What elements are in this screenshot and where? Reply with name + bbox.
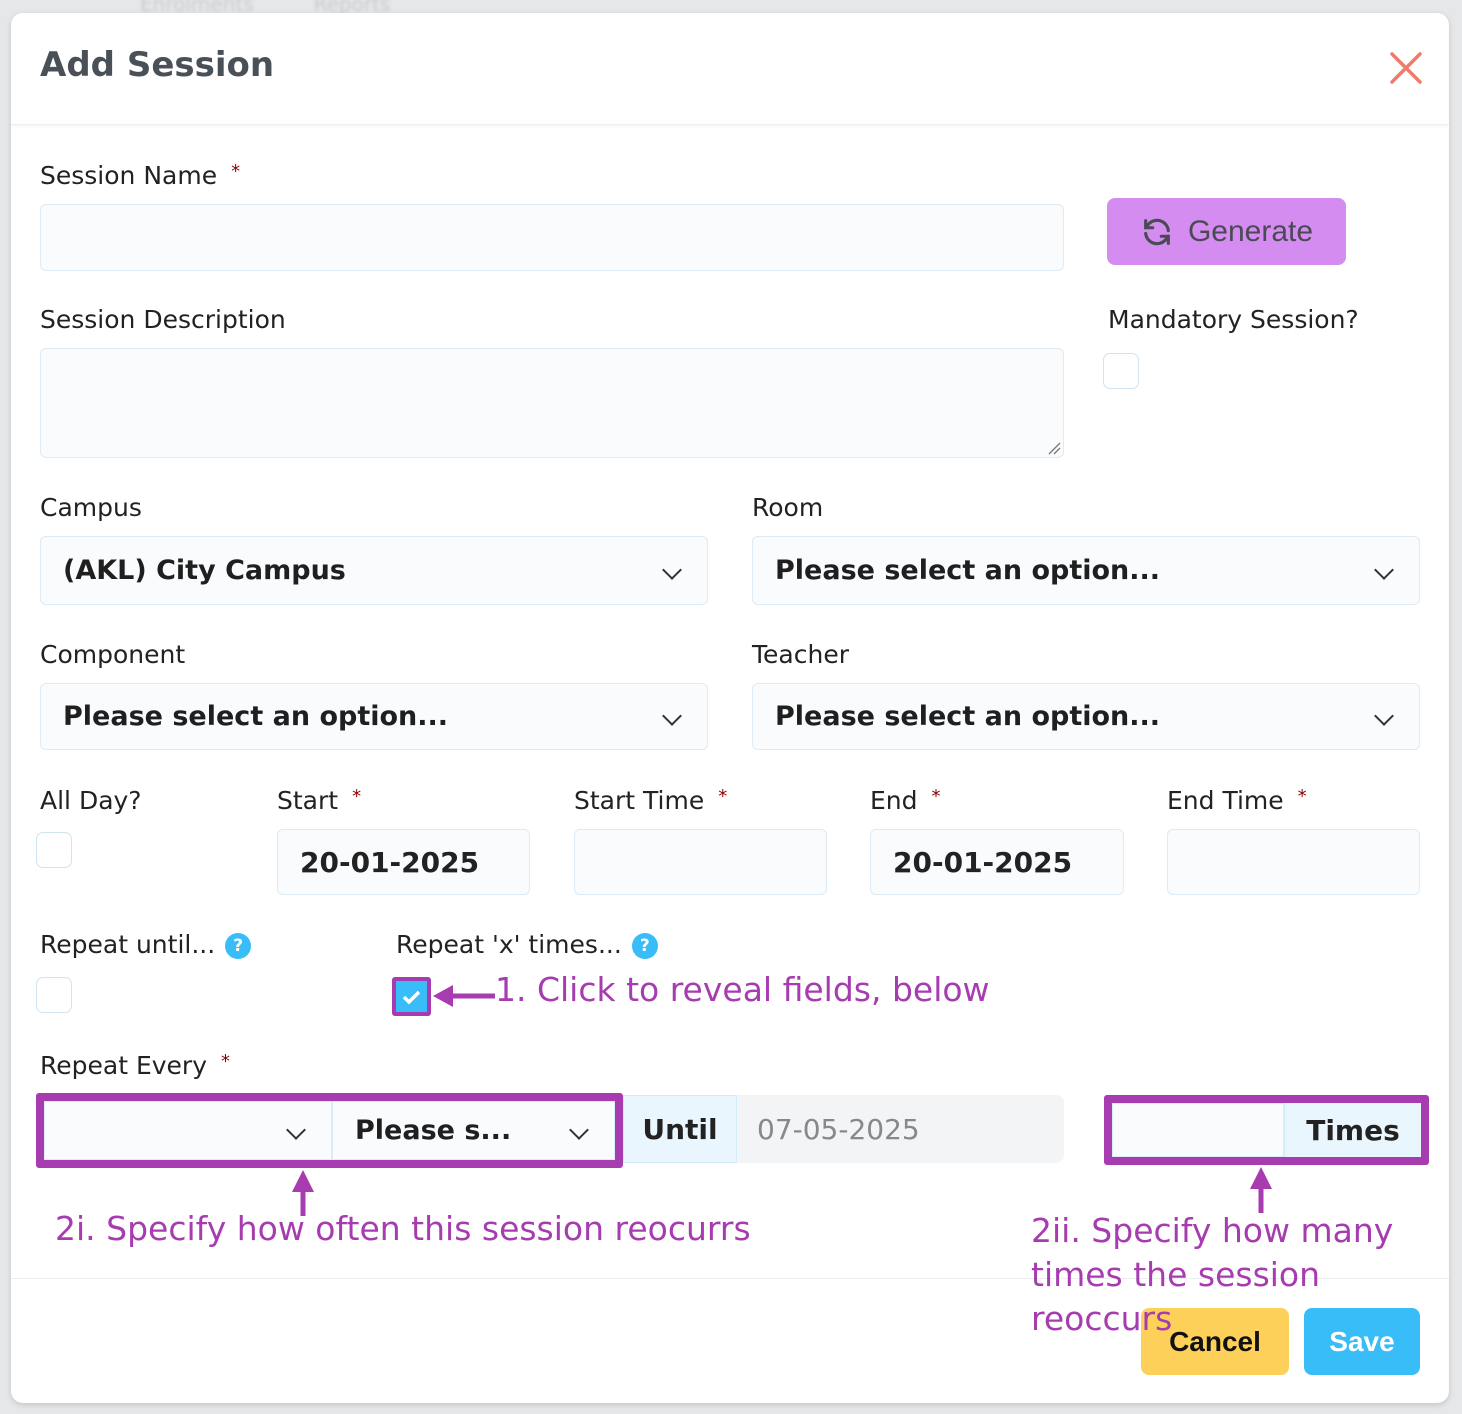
help-icon[interactable]: ?: [225, 933, 252, 959]
times-label: Times: [1284, 1103, 1421, 1157]
start-time-input[interactable]: [574, 829, 827, 895]
times-group: Times: [1104, 1095, 1429, 1165]
modal-header: Add Session: [11, 13, 1449, 125]
mandatory-checkbox[interactable]: [1103, 353, 1139, 389]
annotation-2i: 2i. Specify how often this session reocu…: [55, 1209, 751, 1248]
end-label: End *: [870, 786, 941, 815]
start-time-label: Start Time *: [574, 786, 728, 815]
mandatory-label: Mandatory Session?: [1108, 305, 1359, 334]
repeat-unit-select[interactable]: Please s...: [332, 1101, 615, 1160]
campus-label: Campus: [40, 493, 142, 522]
session-description-label: Session Description: [40, 305, 286, 334]
teacher-label: Teacher: [752, 640, 849, 669]
end-time-label: End Time *: [1167, 786, 1307, 815]
modal-title: Add Session: [40, 45, 275, 85]
start-label: Start *: [277, 786, 362, 815]
bg-nav-enrolments: Enrolments: [140, 0, 254, 16]
cancel-button[interactable]: Cancel: [1141, 1308, 1289, 1375]
refresh-icon: [1144, 218, 1170, 245]
checkmark-icon: [402, 990, 421, 1005]
chevron-down-icon: [1374, 559, 1394, 580]
campus-value: (AKL) City Campus: [63, 555, 346, 586]
chevron-down-icon: [286, 1119, 306, 1140]
annotation-1: 1. Click to reveal fields, below: [495, 970, 990, 1009]
teacher-select[interactable]: Please select an option...: [752, 683, 1420, 750]
save-button[interactable]: Save: [1304, 1308, 1420, 1375]
repeat-interval-select[interactable]: [44, 1101, 332, 1160]
chevron-down-icon: [662, 559, 682, 580]
repeat-times-label: Repeat 'x' times...?: [396, 930, 658, 959]
end-date-input[interactable]: 20-01-2025: [870, 829, 1124, 895]
end-time-input[interactable]: [1167, 829, 1420, 895]
campus-select[interactable]: (AKL) City Campus: [40, 536, 708, 605]
all-day-checkbox[interactable]: [36, 832, 72, 868]
annotation-2ii-line2: times the session reoccurs: [1031, 1255, 1321, 1338]
session-description-textarea[interactable]: [40, 348, 1064, 458]
chevron-down-icon: [1374, 705, 1394, 726]
background-nav: Enrolments Reports: [140, 0, 390, 16]
annotation-2ii-line1: 2ii. Specify how many: [1031, 1211, 1394, 1250]
component-select[interactable]: Please select an option...: [40, 683, 708, 750]
repeat-every-label: Repeat Every *: [40, 1051, 230, 1080]
start-date-input[interactable]: 20-01-2025: [277, 829, 530, 895]
chevron-down-icon: [662, 705, 682, 726]
generate-label: Generate: [1187, 214, 1314, 248]
session-name-input[interactable]: [40, 204, 1064, 271]
teacher-value: Please select an option...: [775, 701, 1161, 732]
resize-handle-icon[interactable]: [1047, 441, 1061, 455]
until-date-input[interactable]: 07-05-2025: [737, 1095, 1064, 1163]
room-value: Please select an option...: [775, 555, 1161, 586]
annotation-arrow-up-icon: [292, 1170, 314, 1216]
bg-nav-reports: Reports: [313, 0, 391, 16]
generate-button[interactable]: Generate: [1107, 198, 1346, 265]
component-label: Component: [40, 640, 186, 669]
annotation-arrow-left-icon: [433, 985, 495, 1007]
annotation-2ii: 2ii. Specify how many times the session …: [1031, 1209, 1449, 1341]
annotation-arrow-up-icon: [1250, 1167, 1272, 1213]
room-label: Room: [752, 493, 824, 522]
help-icon[interactable]: ?: [631, 933, 658, 959]
chevron-down-icon: [569, 1119, 589, 1140]
session-name-label: Session Name *: [40, 161, 241, 190]
all-day-label: All Day?: [40, 786, 142, 815]
until-label: Until: [623, 1095, 737, 1163]
room-select[interactable]: Please select an option...: [752, 536, 1420, 605]
repeat-unit-value: Please s...: [355, 1115, 512, 1146]
footer-divider: [11, 1278, 1449, 1279]
repeat-until-label: Repeat until...?: [40, 930, 252, 959]
add-session-modal: Add Session Session Name * Generate Sessi…: [11, 13, 1449, 1403]
close-x-icon[interactable]: [1389, 51, 1423, 85]
component-value: Please select an option...: [63, 701, 449, 732]
repeat-every-group: Please s...: [36, 1093, 623, 1168]
times-input[interactable]: [1112, 1103, 1284, 1157]
repeat-times-checkbox[interactable]: [392, 977, 431, 1016]
repeat-until-checkbox[interactable]: [36, 977, 72, 1013]
